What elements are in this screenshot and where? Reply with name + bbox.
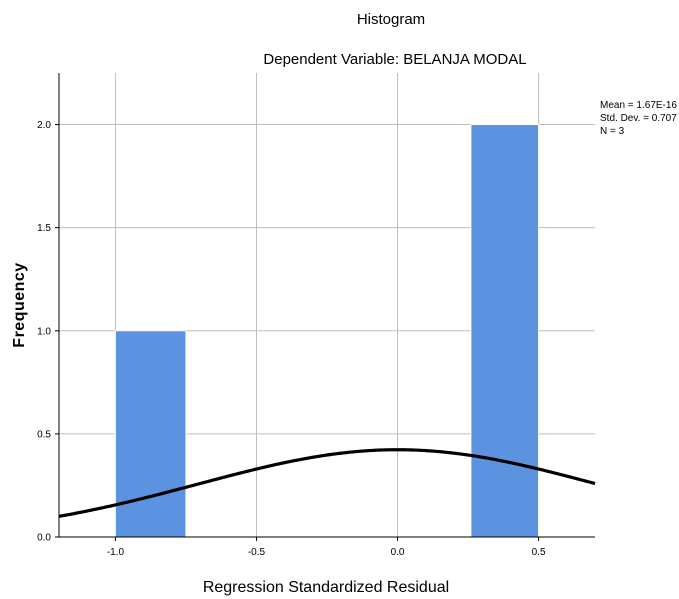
y-tick-label: 1.5 bbox=[37, 223, 51, 234]
stats-box: Mean = 1.67E-16 Std. Dev. = 0.707 N = 3 bbox=[600, 100, 677, 137]
chart-title: Histogram bbox=[357, 11, 425, 28]
x-tick-label: -1.0 bbox=[107, 547, 125, 558]
y-tick-label: 2.0 bbox=[37, 120, 51, 131]
x-tick-labels: -1.0 -0.5 0.0 0.5 bbox=[107, 537, 546, 558]
normal-curve bbox=[58, 448, 596, 518]
histogram-bar bbox=[114, 330, 187, 538]
histogram-bar bbox=[470, 124, 540, 538]
x-tick-label: 0.0 bbox=[391, 547, 405, 558]
x-tick-label: -0.5 bbox=[248, 547, 266, 558]
stats-mean: Mean = 1.67E-16 bbox=[600, 100, 677, 111]
y-axis-label: Frequency bbox=[11, 262, 28, 347]
axes bbox=[58, 73, 595, 538]
y-tick-label: 0.0 bbox=[37, 533, 51, 544]
stats-n: N = 3 bbox=[600, 126, 625, 137]
y-tick-label: 0.5 bbox=[37, 429, 51, 440]
x-tick-label: 0.5 bbox=[532, 547, 546, 558]
stats-std-dev: Std. Dev. = 0.707 bbox=[600, 113, 677, 124]
y-tick-label: 1.0 bbox=[37, 326, 51, 337]
y-tick-labels: 0.0 0.5 1.0 1.5 2.0 bbox=[37, 120, 59, 544]
chart-subtitle: Dependent Variable: BELANJA MODAL bbox=[263, 51, 526, 68]
x-axis-label: Regression Standardized Residual bbox=[203, 579, 449, 596]
